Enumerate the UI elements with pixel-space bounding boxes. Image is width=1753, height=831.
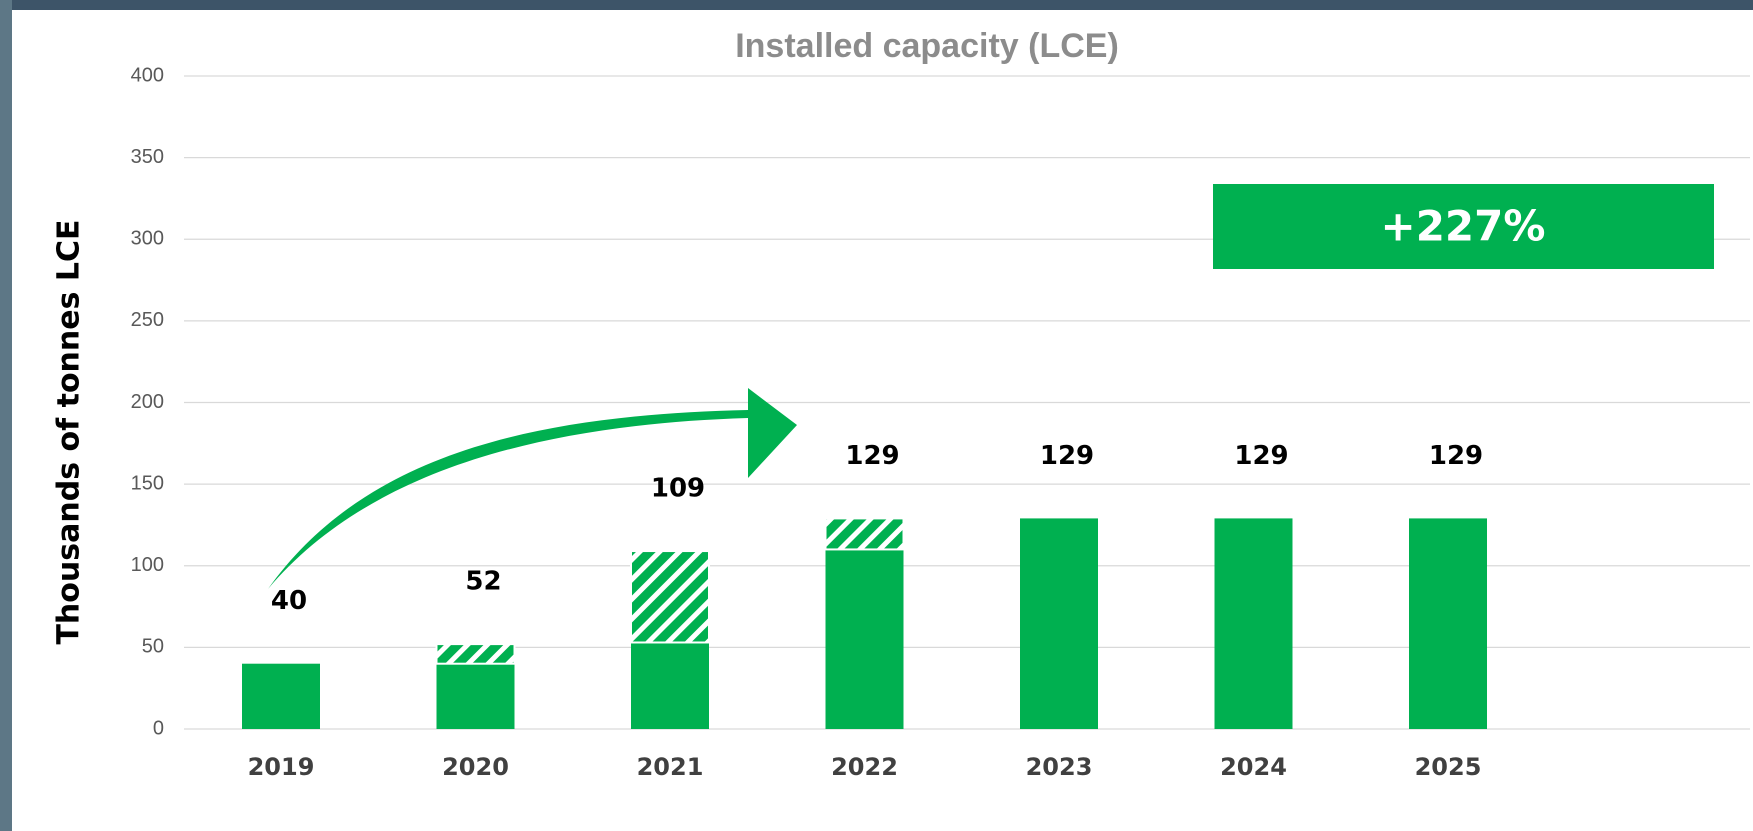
chart-title: Installed capacity (LCE): [735, 27, 1119, 65]
total-label: 109: [651, 474, 705, 504]
y-tick-label: 0: [153, 717, 164, 739]
x-tick-label: 2023: [1026, 753, 1093, 781]
bar-segment: [437, 664, 515, 729]
chart: Installed capacity (LCE) Thousands of to…: [0, 0, 1753, 831]
x-tick-label: 2020: [442, 753, 509, 781]
annotation: +227%: [1381, 202, 1546, 251]
x-tick-label: 2019: [248, 753, 315, 781]
total-label: 52: [465, 567, 501, 597]
top-frame: [0, 0, 1753, 10]
y-tick-label: 350: [131, 146, 164, 168]
total-label: 129: [1234, 441, 1288, 471]
bar-segment: [631, 642, 709, 729]
bar-segment: [437, 644, 515, 664]
bar-segment: [826, 518, 904, 549]
x-tick-label: 2024: [1220, 753, 1287, 781]
total-label: 129: [1040, 441, 1094, 471]
bar-segment: [1020, 518, 1098, 729]
y-tick-label: 300: [131, 228, 164, 250]
page: {"chart_data": { "type": "bar", "stacked…: [0, 0, 1753, 831]
x-tick-label: 2021: [637, 753, 704, 781]
y-tick-label: 200: [131, 391, 164, 413]
growth-arrow: [268, 388, 797, 589]
y-tick-label: 100: [131, 554, 164, 576]
x-tick-label: 2025: [1415, 753, 1482, 781]
total-label: 129: [845, 441, 899, 471]
total-label: 129: [1429, 441, 1483, 471]
y-tick-label: 400: [131, 64, 164, 86]
bar-segment: [631, 551, 709, 642]
y-tick-label: 150: [131, 472, 164, 494]
y-tick-label: 50: [142, 636, 164, 658]
bar-segment: [1215, 518, 1293, 729]
total-label: 40: [271, 586, 307, 616]
bar-segment: [1409, 518, 1487, 729]
bar-segment: [826, 549, 904, 729]
y-axis-label: Thousands of tonnes LCE: [52, 219, 87, 644]
bar-segment: [242, 664, 320, 729]
y-tick-label: 250: [131, 309, 164, 331]
x-tick-label: 2022: [831, 753, 898, 781]
left-frame: [0, 0, 12, 831]
